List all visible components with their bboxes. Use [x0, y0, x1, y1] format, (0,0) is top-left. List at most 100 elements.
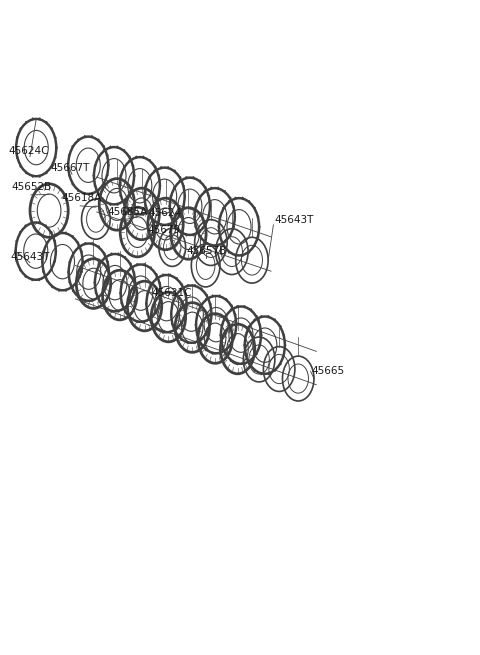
- Ellipse shape: [32, 175, 34, 178]
- Ellipse shape: [143, 214, 144, 215]
- Ellipse shape: [58, 232, 60, 234]
- Ellipse shape: [56, 147, 58, 149]
- Ellipse shape: [25, 275, 26, 278]
- Ellipse shape: [195, 206, 196, 208]
- Ellipse shape: [183, 185, 185, 187]
- Ellipse shape: [72, 235, 73, 238]
- Ellipse shape: [187, 284, 189, 286]
- Ellipse shape: [31, 221, 33, 223]
- Ellipse shape: [107, 154, 108, 157]
- Ellipse shape: [94, 164, 96, 167]
- Ellipse shape: [130, 267, 132, 269]
- Ellipse shape: [144, 195, 145, 197]
- Ellipse shape: [160, 292, 162, 294]
- Ellipse shape: [186, 303, 188, 305]
- Ellipse shape: [156, 310, 157, 313]
- Ellipse shape: [16, 260, 17, 262]
- Ellipse shape: [226, 298, 227, 301]
- Ellipse shape: [51, 128, 53, 130]
- Ellipse shape: [261, 334, 262, 336]
- Ellipse shape: [42, 250, 44, 253]
- Ellipse shape: [45, 275, 47, 278]
- Ellipse shape: [91, 136, 93, 138]
- Ellipse shape: [104, 290, 105, 292]
- Ellipse shape: [245, 354, 246, 356]
- Ellipse shape: [82, 261, 84, 263]
- Ellipse shape: [148, 214, 150, 216]
- Ellipse shape: [175, 294, 177, 297]
- Ellipse shape: [123, 200, 125, 202]
- Ellipse shape: [231, 343, 233, 345]
- Ellipse shape: [93, 175, 95, 177]
- Ellipse shape: [192, 176, 194, 179]
- Ellipse shape: [124, 310, 126, 313]
- Ellipse shape: [259, 344, 261, 346]
- Ellipse shape: [130, 263, 132, 265]
- Ellipse shape: [98, 300, 100, 303]
- Ellipse shape: [72, 183, 73, 185]
- Ellipse shape: [171, 323, 173, 326]
- Ellipse shape: [129, 210, 131, 212]
- Ellipse shape: [107, 174, 108, 176]
- Ellipse shape: [58, 290, 60, 291]
- Ellipse shape: [199, 231, 201, 233]
- Ellipse shape: [156, 273, 157, 276]
- Ellipse shape: [204, 241, 205, 243]
- Ellipse shape: [200, 305, 201, 307]
- Ellipse shape: [146, 293, 148, 295]
- Ellipse shape: [39, 175, 41, 178]
- Ellipse shape: [169, 274, 171, 276]
- Ellipse shape: [123, 204, 125, 206]
- Ellipse shape: [185, 293, 187, 295]
- Ellipse shape: [98, 246, 100, 248]
- Ellipse shape: [120, 175, 121, 177]
- Ellipse shape: [210, 187, 212, 189]
- Ellipse shape: [196, 333, 198, 336]
- Ellipse shape: [78, 246, 79, 248]
- Ellipse shape: [210, 244, 212, 247]
- Ellipse shape: [103, 145, 105, 147]
- Ellipse shape: [179, 180, 180, 182]
- Ellipse shape: [72, 252, 74, 255]
- Ellipse shape: [160, 224, 162, 226]
- Ellipse shape: [228, 200, 229, 202]
- Ellipse shape: [208, 215, 210, 217]
- Ellipse shape: [170, 195, 171, 197]
- Ellipse shape: [192, 234, 194, 236]
- Ellipse shape: [257, 215, 259, 218]
- Ellipse shape: [16, 240, 17, 242]
- Text: 45643T: 45643T: [10, 252, 49, 261]
- Text: 45624C: 45624C: [8, 145, 48, 156]
- Ellipse shape: [173, 187, 175, 189]
- Ellipse shape: [254, 244, 255, 247]
- Ellipse shape: [211, 313, 213, 315]
- Ellipse shape: [248, 326, 250, 328]
- Ellipse shape: [219, 352, 220, 354]
- Ellipse shape: [223, 207, 224, 209]
- Ellipse shape: [103, 200, 105, 202]
- Ellipse shape: [55, 157, 56, 159]
- Ellipse shape: [159, 282, 161, 284]
- Ellipse shape: [234, 215, 236, 218]
- Ellipse shape: [103, 149, 105, 151]
- Ellipse shape: [149, 159, 151, 162]
- Ellipse shape: [108, 271, 110, 273]
- Ellipse shape: [280, 326, 281, 328]
- Text: 45657B: 45657B: [187, 246, 227, 256]
- Ellipse shape: [55, 136, 56, 139]
- Ellipse shape: [180, 176, 181, 179]
- Ellipse shape: [133, 291, 135, 294]
- Ellipse shape: [231, 305, 233, 307]
- Ellipse shape: [25, 121, 27, 123]
- Ellipse shape: [38, 221, 40, 223]
- Ellipse shape: [118, 310, 120, 312]
- Ellipse shape: [201, 288, 203, 290]
- Ellipse shape: [136, 321, 138, 323]
- Ellipse shape: [186, 176, 187, 179]
- Ellipse shape: [144, 263, 145, 265]
- Ellipse shape: [230, 309, 231, 311]
- Ellipse shape: [133, 175, 135, 177]
- Ellipse shape: [15, 147, 17, 149]
- Ellipse shape: [251, 360, 252, 362]
- Ellipse shape: [257, 236, 259, 238]
